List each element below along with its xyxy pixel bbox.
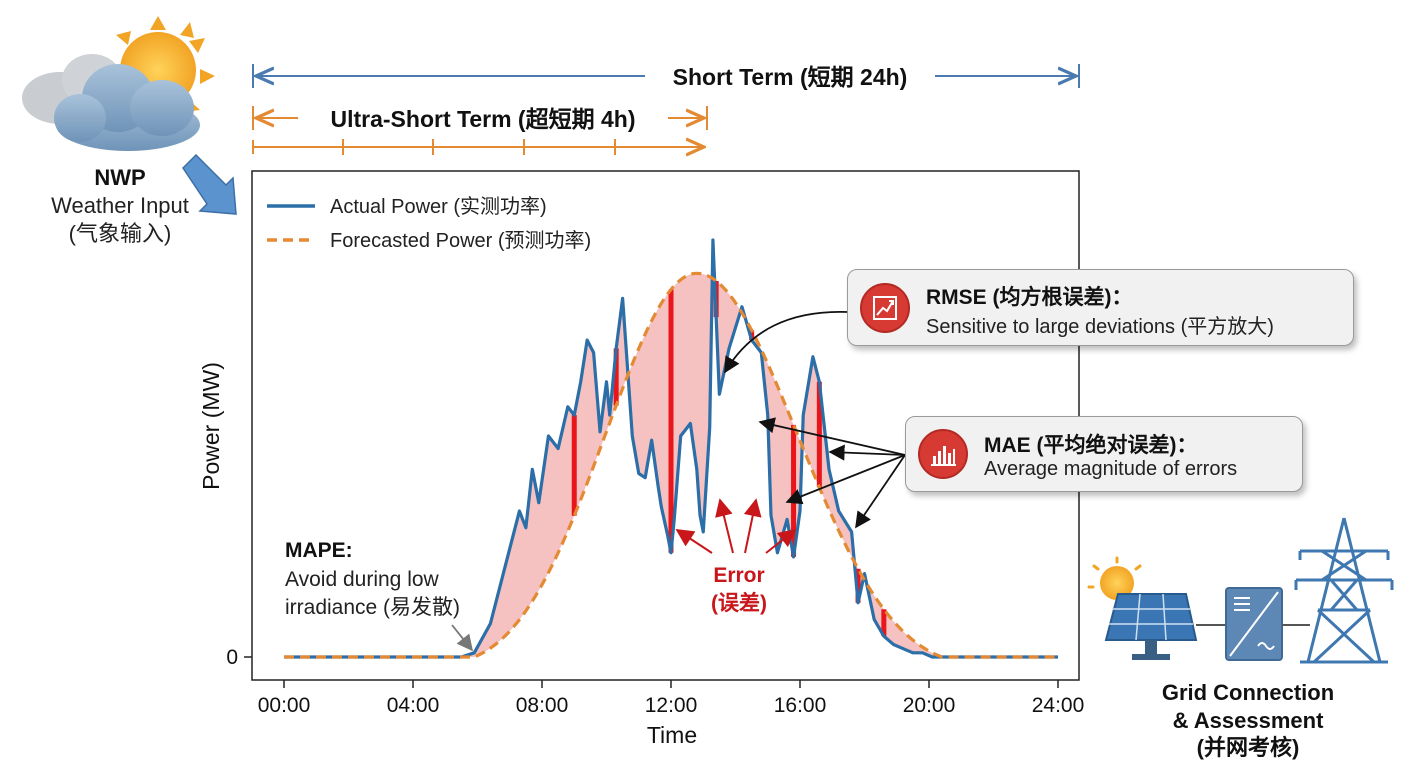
grid-label-3: (并网考核) — [1197, 735, 1300, 760]
grid-label-1: Grid Connection — [1162, 680, 1334, 705]
mape-title: MAPE: — [285, 539, 353, 562]
error-label: Error — [713, 564, 764, 587]
mae-callout: MAE (平均绝对误差)： Average magnitude of error… — [905, 416, 1303, 492]
transmission-tower-icon — [1294, 517, 1394, 664]
legend: Actual Power (实测功率) Forecasted Power (预测… — [267, 195, 591, 252]
rmse-title: RMSE (均方根误差)： — [926, 286, 1133, 309]
short-term-horizon: Short Term (短期 24h) — [252, 64, 1080, 90]
x-axis-label: Time — [647, 722, 697, 748]
nwp-input-arrow — [182, 153, 237, 215]
nwp-line2: (气象输入) — [69, 221, 172, 246]
mae-arrows — [758, 417, 906, 529]
ultra-short-term-horizon: Ultra-Short Term (超短期 4h) — [252, 106, 708, 155]
cloud-icon — [22, 54, 200, 151]
x-tick-label: 24:00 — [1032, 694, 1085, 717]
nwp-title: NWP — [94, 165, 145, 190]
ultra-short-term-label: Ultra-Short Term (超短期 4h) — [331, 106, 636, 132]
mape-line1: Avoid during low — [285, 568, 440, 591]
solar-panel-icon — [1104, 593, 1198, 660]
short-term-label: Short Term (短期 24h) — [673, 64, 908, 90]
nwp-line1: Weather Input — [51, 193, 189, 218]
chart-series — [284, 238, 1058, 659]
weather-sun-cloud-icon — [22, 16, 215, 151]
mae-desc: Average magnitude of errors — [984, 458, 1238, 480]
x-tick-label: 12:00 — [645, 694, 698, 717]
actual-power-line — [284, 238, 1058, 659]
legend-forecast-label: Forecasted Power (预测功率) — [330, 229, 591, 252]
mae-title: MAE (平均绝对误差)： — [984, 434, 1198, 457]
error-arrow-2 — [715, 498, 734, 554]
trend-chart-icon — [860, 283, 910, 333]
inverter-icon — [1225, 587, 1283, 661]
legend-actual-label: Actual Power (实测功率) — [330, 195, 547, 218]
rmse-desc: Sensitive to large deviations (平方放大) — [926, 316, 1274, 338]
grid-label-2: & Assessment — [1173, 708, 1324, 733]
error-arrow-1 — [675, 529, 713, 554]
error-label-cn: (误差) — [711, 591, 767, 615]
error-arrow-4 — [765, 528, 797, 554]
y-tick-label: 0 — [226, 646, 238, 669]
x-tick-label: 00:00 — [258, 694, 311, 717]
forecast-power-line — [284, 271, 1058, 659]
rmse-callout: RMSE (均方根误差)： Sensitive to large deviati… — [847, 269, 1354, 346]
x-tick-label: 20:00 — [903, 694, 956, 717]
error-annotation: Error (误差) — [675, 498, 797, 615]
x-tick-label: 04:00 — [387, 694, 440, 717]
bar-chart-icon — [918, 429, 968, 479]
mape-line2: irradiance (易发散) — [285, 596, 460, 619]
rmse-arrows — [724, 311, 849, 374]
x-tick-label: 08:00 — [516, 694, 569, 717]
mape-annotation: MAPE: Avoid during low irradiance (易发散) — [285, 539, 474, 652]
y-axis-label: Power (MW) — [198, 362, 224, 490]
chart-axes: 00:00 04:00 08:00 12:00 16:00 20:00 24:00 0 — [226, 646, 1084, 717]
x-tick-label: 16:00 — [774, 694, 827, 717]
error-arrow-3 — [743, 498, 762, 554]
mape-arrow — [451, 624, 474, 652]
grid-sun-icon — [1087, 556, 1142, 600]
